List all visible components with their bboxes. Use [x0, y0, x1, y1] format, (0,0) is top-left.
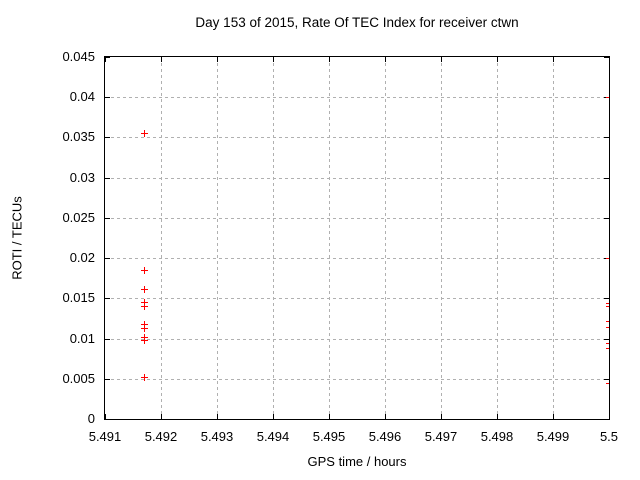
x-tick-label: 5.493	[200, 429, 234, 444]
y-tick-left	[105, 338, 110, 340]
x-tick-label: 5.491	[88, 429, 122, 444]
gridline-vertical	[497, 57, 498, 419]
x-tick-bottom	[385, 414, 386, 419]
x-tick-top	[385, 57, 386, 62]
data-point-plus-marker	[140, 129, 148, 137]
gridline-horizontal	[105, 378, 609, 380]
y-tick-left	[105, 137, 110, 139]
y-tick-label: 0.01	[69, 330, 95, 346]
y-tick-right	[604, 419, 609, 420]
x-tick-bottom	[217, 414, 218, 419]
y-tick-left	[105, 298, 110, 300]
x-tick-bottom	[609, 414, 610, 419]
y-tick-label: 0	[87, 411, 95, 426]
gridline-horizontal	[105, 177, 609, 179]
plot-area	[104, 56, 610, 420]
data-point-plus-marker	[140, 373, 148, 381]
y-tick-right	[604, 97, 609, 99]
y-tick-right	[604, 137, 609, 139]
x-tick-top	[217, 57, 218, 62]
gridline-horizontal	[105, 97, 609, 99]
data-point-plus-marker	[140, 321, 148, 329]
y-axis-label: ROTI / TECUs	[9, 196, 25, 280]
x-tick-bottom	[329, 414, 330, 419]
y-tick-left	[105, 97, 110, 99]
gridline-horizontal	[105, 137, 609, 139]
x-tick-bottom	[105, 414, 106, 419]
x-tick-bottom	[497, 414, 498, 419]
x-tick-bottom	[273, 414, 274, 419]
data-point-plus-marker	[140, 266, 148, 274]
data-point-plus-marker	[605, 344, 609, 352]
y-tick-label: 0.045	[62, 49, 95, 64]
y-tick-left	[105, 378, 110, 380]
y-tick-right	[604, 378, 609, 380]
y-tick-left	[105, 217, 110, 219]
data-point-plus-marker	[140, 336, 148, 344]
x-tick-top	[497, 57, 498, 62]
x-tick-bottom	[161, 414, 162, 419]
data-point-plus-marker	[605, 323, 609, 331]
x-tick-top	[553, 57, 554, 62]
data-point-plus-marker	[605, 318, 609, 326]
x-tick-top	[329, 57, 330, 62]
x-tick-label: 5.492	[144, 429, 178, 444]
gridline-vertical	[217, 57, 218, 419]
x-tick-top	[441, 57, 442, 62]
data-point-plus-marker	[605, 339, 609, 347]
gridline-horizontal	[105, 298, 609, 300]
gridline-vertical	[329, 57, 330, 419]
x-tick-bottom	[553, 414, 554, 419]
y-tick-right	[604, 57, 609, 58]
x-tick-top	[105, 57, 106, 62]
data-point-plus-marker	[605, 93, 609, 101]
gridline-vertical	[385, 57, 386, 419]
x-tick-label: 5.495	[312, 429, 346, 444]
y-tick-label: 0.035	[62, 129, 95, 145]
y-tick-label: 0.03	[69, 169, 95, 185]
data-point-plus-marker	[605, 302, 609, 310]
data-point-plus-marker	[140, 285, 148, 293]
gridline-vertical	[553, 57, 554, 419]
x-tick-label: 5.496	[368, 429, 402, 444]
x-tick-label: 5.498	[480, 429, 514, 444]
data-point-plus-marker	[140, 302, 148, 310]
y-tick-right	[604, 217, 609, 219]
gridline-vertical	[161, 57, 162, 419]
y-tick-label: 0.015	[62, 290, 95, 306]
data-point-plus-marker	[605, 380, 609, 388]
y-tick-label: 0.025	[62, 209, 95, 225]
x-tick-label: 5.497	[424, 429, 458, 444]
x-tick-top	[273, 57, 274, 62]
gridline-horizontal	[105, 217, 609, 219]
x-tick-label: 5.499	[536, 429, 570, 444]
y-tick-left	[105, 419, 110, 420]
gridline-horizontal	[105, 338, 609, 340]
y-tick-label: 0.005	[62, 370, 95, 386]
data-point-plus-marker	[605, 255, 609, 263]
gridline-vertical	[441, 57, 442, 419]
x-axis-label: GPS time / hours	[307, 454, 407, 469]
y-tick-right	[604, 177, 609, 179]
x-tick-label: 5.5	[599, 429, 619, 444]
y-tick-right	[604, 338, 609, 340]
y-tick-left	[105, 177, 110, 179]
data-point-plus-marker	[140, 298, 148, 306]
data-point-plus-marker	[140, 325, 148, 333]
x-tick-label: 5.494	[256, 429, 290, 444]
x-tick-top	[161, 57, 162, 62]
y-tick-left	[105, 258, 110, 260]
x-tick-top	[609, 57, 610, 62]
chart-title: Day 153 of 2015, Rate Of TEC Index for r…	[195, 15, 519, 30]
x-tick-bottom	[441, 414, 442, 419]
gridline-horizontal	[105, 258, 609, 260]
gridline-vertical	[273, 57, 274, 419]
y-tick-label: 0.04	[69, 89, 95, 105]
y-tick-right	[604, 298, 609, 300]
y-tick-label: 0.02	[69, 250, 95, 266]
y-tick-left	[105, 57, 110, 58]
